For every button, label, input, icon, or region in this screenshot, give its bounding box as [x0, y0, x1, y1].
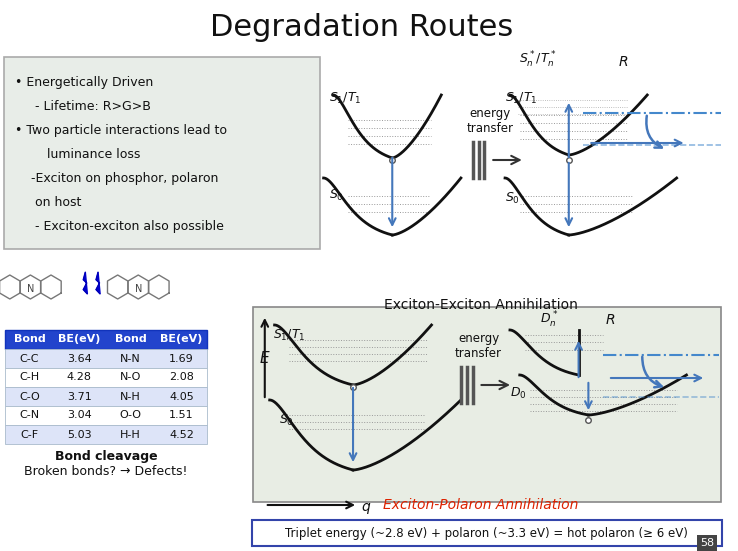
Text: 4.28: 4.28: [67, 372, 92, 382]
Polygon shape: [96, 272, 100, 294]
Text: $S_1/T_1$: $S_1/T_1$: [505, 90, 537, 106]
Text: $S_0$: $S_0$: [505, 191, 520, 206]
Text: 4.05: 4.05: [169, 392, 194, 402]
FancyBboxPatch shape: [252, 520, 722, 546]
Polygon shape: [83, 272, 87, 294]
Text: Bond: Bond: [114, 334, 146, 344]
Text: $R$: $R$: [618, 55, 628, 69]
Text: C-H: C-H: [19, 372, 39, 382]
Text: BE(eV): BE(eV): [58, 334, 100, 344]
Text: 5.03: 5.03: [67, 429, 92, 440]
Text: 4.52: 4.52: [169, 429, 194, 440]
Text: $S_1/T_1$: $S_1/T_1$: [272, 327, 305, 343]
Text: N: N: [134, 284, 142, 294]
FancyBboxPatch shape: [5, 368, 207, 387]
Text: 1.69: 1.69: [169, 354, 194, 364]
Text: Bond cleavage: Bond cleavage: [55, 450, 157, 463]
Text: N-O: N-O: [120, 372, 141, 382]
Text: Triplet energy (~2.8 eV) + polaron (~3.3 eV) = hot polaron (≥ 6 eV): Triplet energy (~2.8 eV) + polaron (~3.3…: [286, 527, 689, 539]
Text: $S_0$: $S_0$: [280, 413, 294, 428]
Text: luminance loss: luminance loss: [15, 148, 140, 161]
Text: Degradation Routes: Degradation Routes: [210, 14, 514, 42]
Text: 1.51: 1.51: [169, 410, 194, 420]
Text: $S_1/T_1$: $S_1/T_1$: [328, 90, 361, 106]
Text: 2.08: 2.08: [169, 372, 194, 382]
Text: Exciton-Polaron Annihilation: Exciton-Polaron Annihilation: [383, 498, 578, 512]
Text: $E$: $E$: [259, 350, 271, 366]
Text: $S_0$: $S_0$: [328, 187, 343, 203]
Text: N: N: [27, 284, 34, 294]
Text: H-H: H-H: [120, 429, 141, 440]
Text: 3.64: 3.64: [67, 354, 92, 364]
FancyBboxPatch shape: [4, 57, 320, 249]
FancyBboxPatch shape: [5, 330, 207, 349]
Text: on host: on host: [15, 196, 81, 209]
Text: C-N: C-N: [19, 410, 39, 420]
Text: • Two particle interactions lead to: • Two particle interactions lead to: [15, 124, 227, 137]
Text: N-H: N-H: [120, 392, 141, 402]
Text: $S_n^*/T_n^*$: $S_n^*/T_n^*$: [519, 50, 556, 70]
Text: N-N: N-N: [120, 354, 141, 364]
Text: $D_0$: $D_0$: [510, 386, 527, 401]
Text: energy
transfer: energy transfer: [467, 107, 514, 135]
Text: -Exciton on phosphor, polaron: -Exciton on phosphor, polaron: [15, 172, 218, 185]
Text: Broken bonds? → Defects!: Broken bonds? → Defects!: [24, 465, 187, 478]
Text: $R$: $R$: [605, 313, 615, 327]
Text: - Exciton-exciton also possible: - Exciton-exciton also possible: [15, 220, 224, 233]
FancyBboxPatch shape: [5, 387, 207, 406]
FancyBboxPatch shape: [5, 349, 207, 368]
Text: • Energetically Driven: • Energetically Driven: [15, 76, 153, 89]
Text: $D_n^*$: $D_n^*$: [540, 310, 559, 330]
Text: - Lifetime: R>G>B: - Lifetime: R>G>B: [15, 100, 151, 113]
Text: 3.71: 3.71: [67, 392, 92, 402]
Text: 58: 58: [700, 538, 714, 548]
Text: 3.04: 3.04: [67, 410, 92, 420]
FancyBboxPatch shape: [5, 425, 207, 444]
FancyBboxPatch shape: [253, 307, 721, 502]
FancyBboxPatch shape: [5, 406, 207, 425]
Text: BE(eV): BE(eV): [160, 334, 203, 344]
Text: Bond: Bond: [13, 334, 45, 344]
Text: C-F: C-F: [21, 429, 38, 440]
Text: O-O: O-O: [120, 410, 142, 420]
Text: C-C: C-C: [20, 354, 39, 364]
Text: C-O: C-O: [19, 392, 40, 402]
Text: Exciton-Exciton Annihilation: Exciton-Exciton Annihilation: [384, 298, 577, 312]
Text: energy
transfer: energy transfer: [455, 332, 502, 360]
Text: $q$: $q$: [361, 500, 371, 516]
